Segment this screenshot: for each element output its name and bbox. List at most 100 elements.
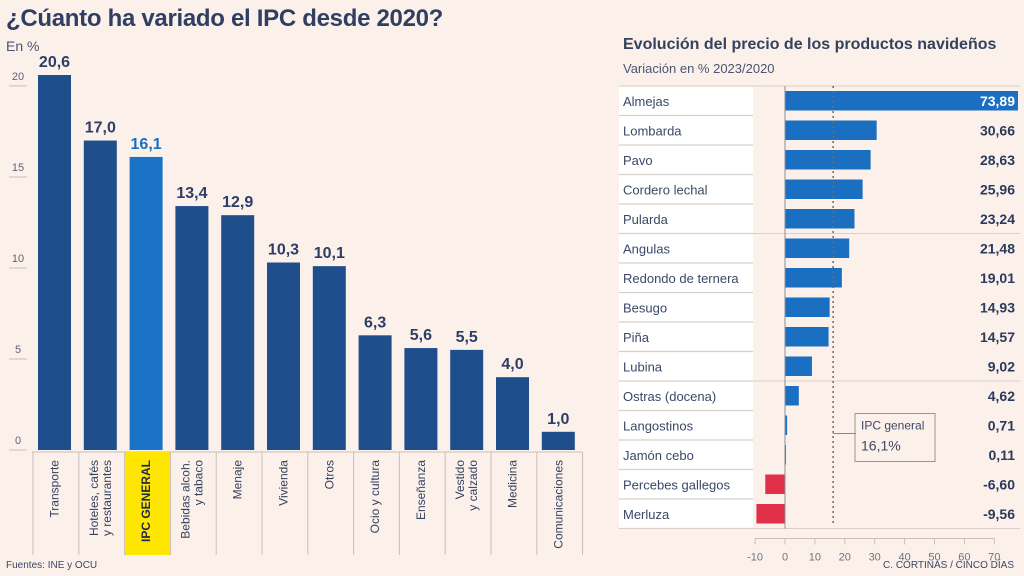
value-label: 17,0 [85,120,116,137]
value-label: 14,57 [980,329,1015,345]
x-tick-label: 10 [809,552,821,564]
bar-6 [312,266,346,450]
value-label: 10,1 [314,245,345,262]
bar-14 [756,504,785,524]
row-name: Merluza [623,507,670,522]
row-name-cell [619,411,753,439]
right-chart-subtitle: Variación en % 2023/2020 [623,61,775,76]
bar-2 [129,156,163,450]
row-name-cell [619,382,753,410]
category-label: Transporte [48,460,62,518]
category-label-group: Transporte [48,460,62,518]
row-name-cell [619,87,753,115]
value-label: -6,60 [983,476,1015,492]
bar-4 [785,209,855,229]
category-label-group: Otros [322,460,336,489]
row-name: Besugo [623,300,667,315]
y-tick-label: 10 [12,253,24,265]
highlight-label-bg [124,452,171,555]
row-name-cell [619,323,753,351]
row-name: Angulas [623,241,670,256]
value-label: 10,3 [268,242,299,259]
value-label: 12,9 [222,194,253,211]
value-label: 4,62 [988,388,1015,404]
value-label: 25,96 [980,181,1015,197]
bar-7 [785,297,830,317]
left-bar-chart: 0 5 10 15 20 20,6 Transporte 17,0 Hoteles, cafés… [9,54,584,555]
x-tick-label: 30 [869,552,881,564]
category-label: Menaje [231,460,245,500]
left-chart-title: ¿Cúanto ha variado el IPC desde 2020? [6,5,444,32]
row-name-cell [619,293,753,321]
bar-7 [358,335,392,450]
bar-8 [785,327,829,347]
bar-8 [404,348,438,450]
value-label: 5,5 [456,329,478,346]
value-label: 6,3 [364,314,386,331]
bar-3 [175,206,209,450]
bar-4 [221,215,255,450]
bar-12 [785,445,786,465]
credit-note: C. CORTINAS / CINCO DÍAS [883,560,1014,571]
category-label: IPC GENERAL [139,460,153,542]
row-name: Langostinos [623,418,694,433]
value-label: 19,01 [980,270,1015,286]
bar-11 [541,431,575,450]
category-label-group: Comunicaciones [551,460,565,549]
value-label: 21,48 [980,240,1015,256]
annotation-value: 16,1% [861,438,901,454]
bar-2 [785,150,871,170]
row-name: Percebes gallegos [623,477,730,492]
row-name: Pularda [623,212,669,227]
value-label: 30,66 [980,122,1015,138]
bar-5 [267,262,300,450]
bar-10 [785,386,799,406]
category-label: Vestido [453,460,467,500]
bar-0 [38,75,71,450]
y-tick-label: 15 [12,162,24,174]
bar-9 [785,356,812,376]
value-label: 4,0 [501,356,523,373]
category-label-group: Ocio y cultura [368,460,382,534]
value-label: 9,02 [988,358,1015,374]
row-name: Almejas [623,94,670,109]
value-label: 0,11 [989,447,1016,463]
category-label-group: Vestido y calzado [453,460,480,511]
category-label: Enseñanza [414,460,428,520]
row-name-cell [619,175,753,203]
y-tick-label: 0 [15,435,21,447]
left-chart-unit: En % [6,38,40,54]
value-label: 16,1 [131,136,162,153]
row-name: Piña [623,330,650,345]
category-label: Hoteles, cafés [87,460,101,536]
value-label: 20,6 [39,54,70,71]
y-tick-label: 5 [15,344,21,356]
value-label: -9,56 [983,506,1015,522]
value-label: 13,4 [176,185,207,202]
category-label-group: Vivienda [277,460,291,506]
row-name: Lubina [623,359,663,374]
value-label: 73,89 [980,93,1015,109]
row-name-cell [619,500,753,528]
row-name-cell [619,264,753,292]
category-label-group: Bebidas alcoh. y tabaco [178,460,205,539]
bar-5 [785,238,850,258]
category-label: Otros [322,460,336,489]
category-label-group: Menaje [231,460,245,500]
bar-1 [83,140,117,450]
category-label-group: Hoteles, cafés y restaurantes [87,460,114,536]
row-name-cell [619,352,753,380]
category-label-group: IPC GENERAL [139,460,153,542]
category-label-group: Enseñanza [414,460,428,520]
row-name-cell [619,234,753,262]
category-label: Comunicaciones [551,460,565,549]
value-label: 28,63 [980,152,1015,168]
value-label: 14,93 [980,299,1015,315]
row-name: Lombarda [623,123,682,138]
row-name-cell [619,441,753,469]
row-name: Pavo [623,153,653,168]
x-tick-label: 0 [782,552,788,564]
x-tick-label: -10 [747,552,763,564]
value-label: 5,6 [410,327,432,344]
category-label: Ocio y cultura [368,460,382,534]
